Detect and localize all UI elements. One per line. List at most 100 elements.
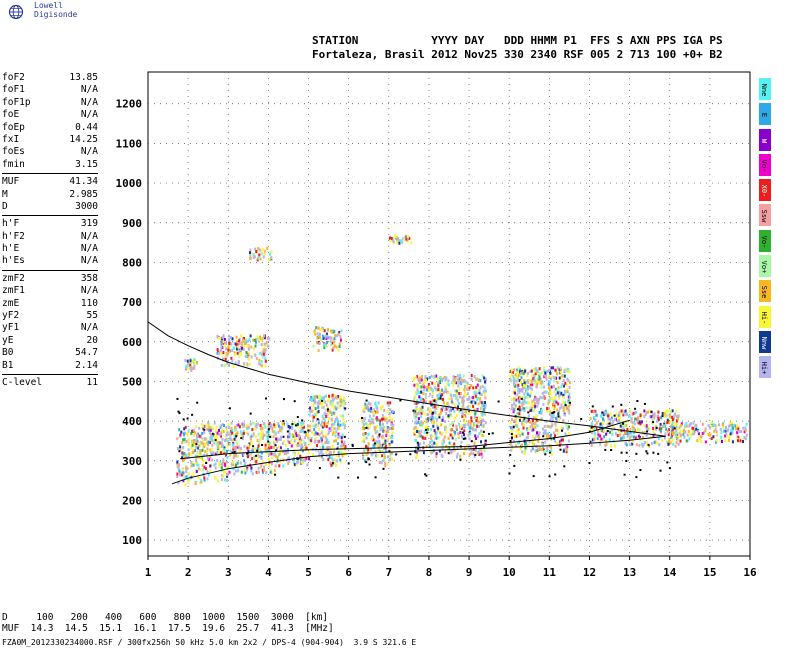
echo-mark xyxy=(417,412,420,416)
echo-mark xyxy=(421,405,424,409)
echo-mark xyxy=(236,441,239,445)
echo-mark xyxy=(298,435,301,439)
echo-mark xyxy=(515,429,518,433)
echo-mark xyxy=(432,417,435,420)
echo-mark xyxy=(194,454,197,458)
echo-mark xyxy=(455,426,458,430)
echo-mark xyxy=(372,414,375,417)
echo-mark xyxy=(605,432,608,436)
echo-mark xyxy=(307,451,310,455)
echo-mark xyxy=(220,466,223,470)
echo-mark xyxy=(467,423,470,426)
echo-mark xyxy=(614,418,617,421)
echo-mark xyxy=(184,425,187,429)
echo-mark xyxy=(279,438,282,442)
echo-mark xyxy=(426,426,429,429)
echo-mark xyxy=(563,392,566,396)
echo-mark xyxy=(547,380,550,384)
param-row: fxI 14.25 xyxy=(2,134,98,146)
echo-mark xyxy=(227,364,230,367)
echo-mark xyxy=(567,439,570,443)
echo-mark xyxy=(441,440,444,444)
echo-mark xyxy=(509,426,512,430)
echo-mark xyxy=(204,437,206,441)
echo-mark xyxy=(514,391,516,395)
echo-mark xyxy=(301,449,304,453)
echo-mark xyxy=(556,428,559,432)
echo-mark xyxy=(313,329,316,333)
echo-mark xyxy=(482,430,485,433)
echo-mark xyxy=(293,451,296,455)
echo-mark xyxy=(283,452,286,455)
legend-swatch: Ssw xyxy=(759,204,771,227)
echo-mark xyxy=(221,444,224,448)
echo-mark xyxy=(331,412,334,416)
echo-mark xyxy=(387,428,390,432)
echo-mark xyxy=(590,426,593,429)
echo-mark xyxy=(192,443,195,447)
echo-mark xyxy=(242,338,245,342)
echo-mark xyxy=(230,356,233,360)
echo-mark xyxy=(556,391,559,395)
echo-mark xyxy=(235,433,237,436)
echo-mark xyxy=(479,386,482,390)
echo-mark xyxy=(670,429,673,433)
echo-mark xyxy=(549,410,552,414)
echo-mark xyxy=(535,384,538,388)
param-row: M 2.985 xyxy=(2,189,98,201)
legend-label: Ssw xyxy=(760,210,768,223)
echo-mark xyxy=(459,458,462,461)
echo-mark xyxy=(337,435,340,439)
echo-mark xyxy=(228,470,231,474)
echo-mark xyxy=(563,384,565,388)
echo-mark xyxy=(477,451,480,455)
echo-mark xyxy=(382,458,385,462)
echo-mark xyxy=(203,453,206,457)
echo-mark xyxy=(330,451,332,455)
echo-mark xyxy=(325,337,328,340)
echo-mark xyxy=(612,420,615,424)
legend-swatch: Vo- xyxy=(759,153,771,176)
echo-mark xyxy=(336,401,339,405)
echo-mark xyxy=(707,433,710,437)
echo-mark xyxy=(679,439,682,443)
echo-mark xyxy=(337,423,339,427)
echo-mark xyxy=(223,446,226,450)
echo-mark xyxy=(549,392,552,396)
echo-mark xyxy=(319,338,322,341)
echo-mark xyxy=(201,448,204,452)
echo-mark xyxy=(565,448,568,452)
echo-mark xyxy=(475,419,478,423)
echo-mark xyxy=(677,427,680,431)
profile-trace xyxy=(180,419,630,460)
echo-mark xyxy=(388,450,391,453)
echo-mark xyxy=(316,401,319,405)
echo-mark xyxy=(515,379,518,383)
echo-mark xyxy=(614,444,616,448)
echo-mark xyxy=(180,446,183,450)
echo-mark xyxy=(351,444,354,447)
echo-mark xyxy=(229,436,232,440)
echo-mark xyxy=(450,408,453,412)
echo-mark xyxy=(566,377,569,381)
echo-mark xyxy=(470,409,473,413)
echo-mark xyxy=(257,466,260,470)
echo-mark xyxy=(267,430,270,434)
echo-mark xyxy=(297,460,300,464)
echo-mark xyxy=(370,453,373,457)
echo-mark xyxy=(197,476,200,480)
echo-mark xyxy=(418,434,421,438)
echo-mark xyxy=(459,391,462,395)
echo-mark xyxy=(360,418,363,422)
echo-mark xyxy=(693,431,696,435)
echo-mark xyxy=(614,416,617,420)
echo-mark xyxy=(463,433,465,437)
echo-mark xyxy=(537,401,540,405)
echo-mark xyxy=(422,399,425,403)
echo-mark xyxy=(523,409,526,413)
echo-mark xyxy=(537,399,540,403)
echo-mark xyxy=(483,392,486,396)
echo-mark xyxy=(202,468,205,472)
echo-mark xyxy=(526,435,529,439)
echo-mark xyxy=(384,439,387,443)
